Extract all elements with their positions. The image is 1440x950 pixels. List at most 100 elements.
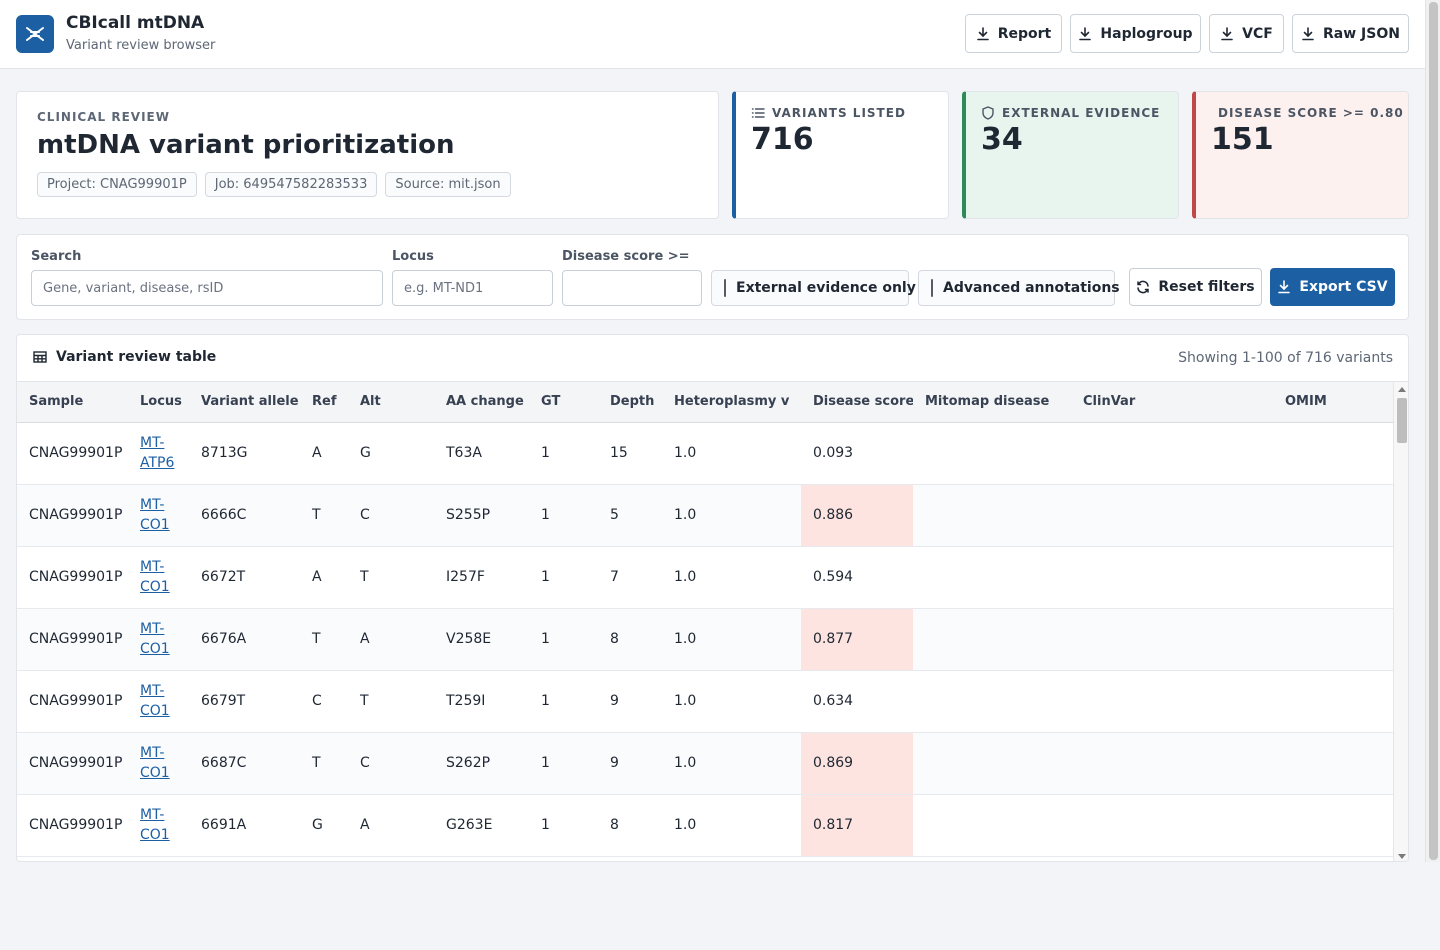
disease-score-input[interactable] — [562, 270, 702, 306]
column-header[interactable]: Variant allele — [189, 382, 300, 423]
gt-cell: 1 — [529, 422, 598, 485]
export-csv-button[interactable]: Export CSV — [1270, 268, 1395, 306]
column-header[interactable]: OMIM — [1273, 382, 1393, 423]
locus-cell: MT-CO1 — [128, 484, 189, 547]
page-title: mtDNA variant prioritization — [37, 130, 455, 160]
stat-label: EXTERNAL EVIDENCE — [1002, 106, 1161, 120]
depth-cell: 5 — [598, 484, 662, 547]
locus-link[interactable]: MT-CO1 — [140, 807, 170, 843]
disease-score-cell: 0.886 — [801, 484, 913, 547]
list-icon — [751, 108, 765, 118]
project-chip: Project: CNAG99901P — [37, 172, 197, 197]
omim-cell — [1273, 608, 1393, 671]
table-row[interactable]: CNAG99901P MT-CO1 6679T C T T259I 1 9 1.0 0.634 — [17, 670, 1393, 733]
gt-cell: 1 — [529, 732, 598, 795]
export-csv-label: Export CSV — [1299, 279, 1388, 295]
column-header[interactable]: Locus — [128, 382, 189, 423]
omim-cell — [1273, 546, 1393, 609]
column-header[interactable]: Ref — [300, 382, 348, 423]
variant-allele-cell: 6676A — [189, 608, 300, 671]
variant-table-card: Variant review table Showing 1-100 of 71… — [16, 334, 1409, 862]
disease-score-cell: 0.817 — [801, 794, 913, 857]
column-header[interactable]: Alt — [348, 382, 434, 423]
shield-icon — [982, 106, 994, 120]
column-header[interactable]: Depth — [598, 382, 662, 423]
search-input[interactable] — [31, 270, 383, 306]
disease-score-label: Disease score >= — [562, 249, 690, 264]
locus-cell: MT-ATP6 — [128, 422, 189, 485]
clinvar-cell — [1071, 484, 1273, 547]
heteroplasmy-cell: 1.0 — [662, 670, 801, 733]
review-eyebrow: CLINICAL REVIEW — [37, 110, 170, 124]
table-scroll-area[interactable]: Sample Locus Variant allele Ref Alt AA change… — [17, 382, 1393, 861]
sample-cell: CNAG99901P — [17, 484, 128, 547]
heteroplasmy-cell: 1.0 — [662, 608, 801, 671]
page-scrollbar[interactable] — [1425, 0, 1440, 862]
locus-cell: MT-CO1 — [128, 608, 189, 671]
advanced-annotations-checkbox[interactable] — [931, 279, 933, 297]
table-row[interactable]: CNAG99901P MT-CO1 6687C T C S262P 1 9 1.0 0.869 — [17, 732, 1393, 795]
external-evidence-toggle[interactable]: External evidence only — [711, 270, 916, 306]
sample-cell: CNAG99901P — [17, 608, 128, 671]
table-row[interactable]: CNAG99901P MT-ATP6 8713G A G T63A 1 15 1.0 0.093 — [17, 422, 1393, 485]
heteroplasmy-cell: 1.0 — [662, 422, 801, 485]
ref-cell: A — [300, 546, 348, 609]
download-vcf-label: VCF — [1242, 25, 1273, 42]
aa-change-cell: I257F — [434, 546, 529, 609]
download-report-label: Report — [997, 25, 1052, 42]
download-icon — [1079, 26, 1092, 40]
page-scrollbar-thumb[interactable] — [1429, 2, 1438, 860]
table-scrollbar-thumb[interactable] — [1397, 398, 1407, 443]
clinvar-cell — [1071, 422, 1273, 485]
locus-link[interactable]: MT-CO1 — [140, 497, 170, 533]
locus-link[interactable]: MT-CO1 — [140, 559, 170, 595]
table-scrollbar[interactable] — [1393, 382, 1408, 861]
advanced-annotations-label: Advanced annotations — [943, 280, 1120, 296]
column-header[interactable]: GT — [529, 382, 598, 423]
alt-cell: A — [348, 794, 434, 857]
locus-input[interactable] — [392, 270, 553, 306]
locus-link[interactable]: MT-ATP6 — [140, 435, 175, 471]
gt-cell: 1 — [529, 670, 598, 733]
external-evidence-checkbox[interactable] — [724, 279, 726, 297]
column-header[interactable]: ClinVar — [1071, 382, 1273, 423]
variant-allele-cell: 6666C — [189, 484, 300, 547]
scroll-up-arrow[interactable] — [1398, 387, 1406, 392]
app-title: CBIcall mtDNA — [66, 13, 205, 33]
locus-link[interactable]: MT-CO1 — [140, 621, 170, 657]
locus-cell: MT-CO1 — [128, 546, 189, 609]
download-report-button[interactable]: Report — [965, 14, 1062, 53]
reset-filters-button[interactable]: Reset filters — [1129, 268, 1262, 306]
download-haplogroup-button[interactable]: Haplogroup — [1070, 14, 1201, 53]
heteroplasmy-cell: 1.0 — [662, 484, 801, 547]
table-body: CNAG99901P MT-ATP6 8713G A G T63A 1 15 1.0 0.093 C… — [17, 422, 1393, 857]
column-header[interactable]: Disease score — [801, 382, 913, 423]
scroll-down-arrow[interactable] — [1398, 854, 1406, 859]
download-icon — [1221, 26, 1233, 40]
download-vcf-button[interactable]: VCF — [1209, 14, 1284, 53]
omim-cell — [1273, 422, 1393, 485]
depth-cell: 9 — [598, 670, 662, 733]
column-header[interactable]: Mitomap disease — [913, 382, 1071, 423]
omim-cell — [1273, 670, 1393, 733]
disease-score-cell: 0.093 — [801, 422, 913, 485]
depth-cell: 7 — [598, 546, 662, 609]
locus-link[interactable]: MT-CO1 — [140, 745, 170, 781]
locus-cell: MT-CO1 — [128, 794, 189, 857]
download-raw-json-button[interactable]: Raw JSON — [1292, 14, 1409, 53]
advanced-annotations-toggle[interactable]: Advanced annotations — [918, 270, 1120, 306]
table-row[interactable]: CNAG99901P MT-CO1 6666C T C S255P 1 5 1.0 0.886 — [17, 484, 1393, 547]
disease-score-cell: 0.877 — [801, 608, 913, 671]
gt-cell: 1 — [529, 794, 598, 857]
column-header[interactable]: AA change — [434, 382, 529, 423]
table-row[interactable]: CNAG99901P MT-CO1 6676A T A V258E 1 8 1.0 0.877 — [17, 608, 1393, 671]
stat-label: VARIANTS LISTED — [772, 106, 906, 120]
table-row[interactable]: CNAG99901P MT-CO1 6672T A T I257F 1 7 1.0 0.594 — [17, 546, 1393, 609]
clinvar-cell — [1071, 732, 1273, 795]
column-header[interactable]: Sample — [17, 382, 128, 423]
mitomap-cell — [913, 546, 1071, 609]
column-header[interactable]: Heteroplasmy v — [662, 382, 801, 423]
table-row[interactable]: CNAG99901P MT-CO1 6691A G A G263E 1 8 1.0 0.817 — [17, 794, 1393, 857]
locus-link[interactable]: MT-CO1 — [140, 683, 170, 719]
alt-cell: T — [348, 546, 434, 609]
